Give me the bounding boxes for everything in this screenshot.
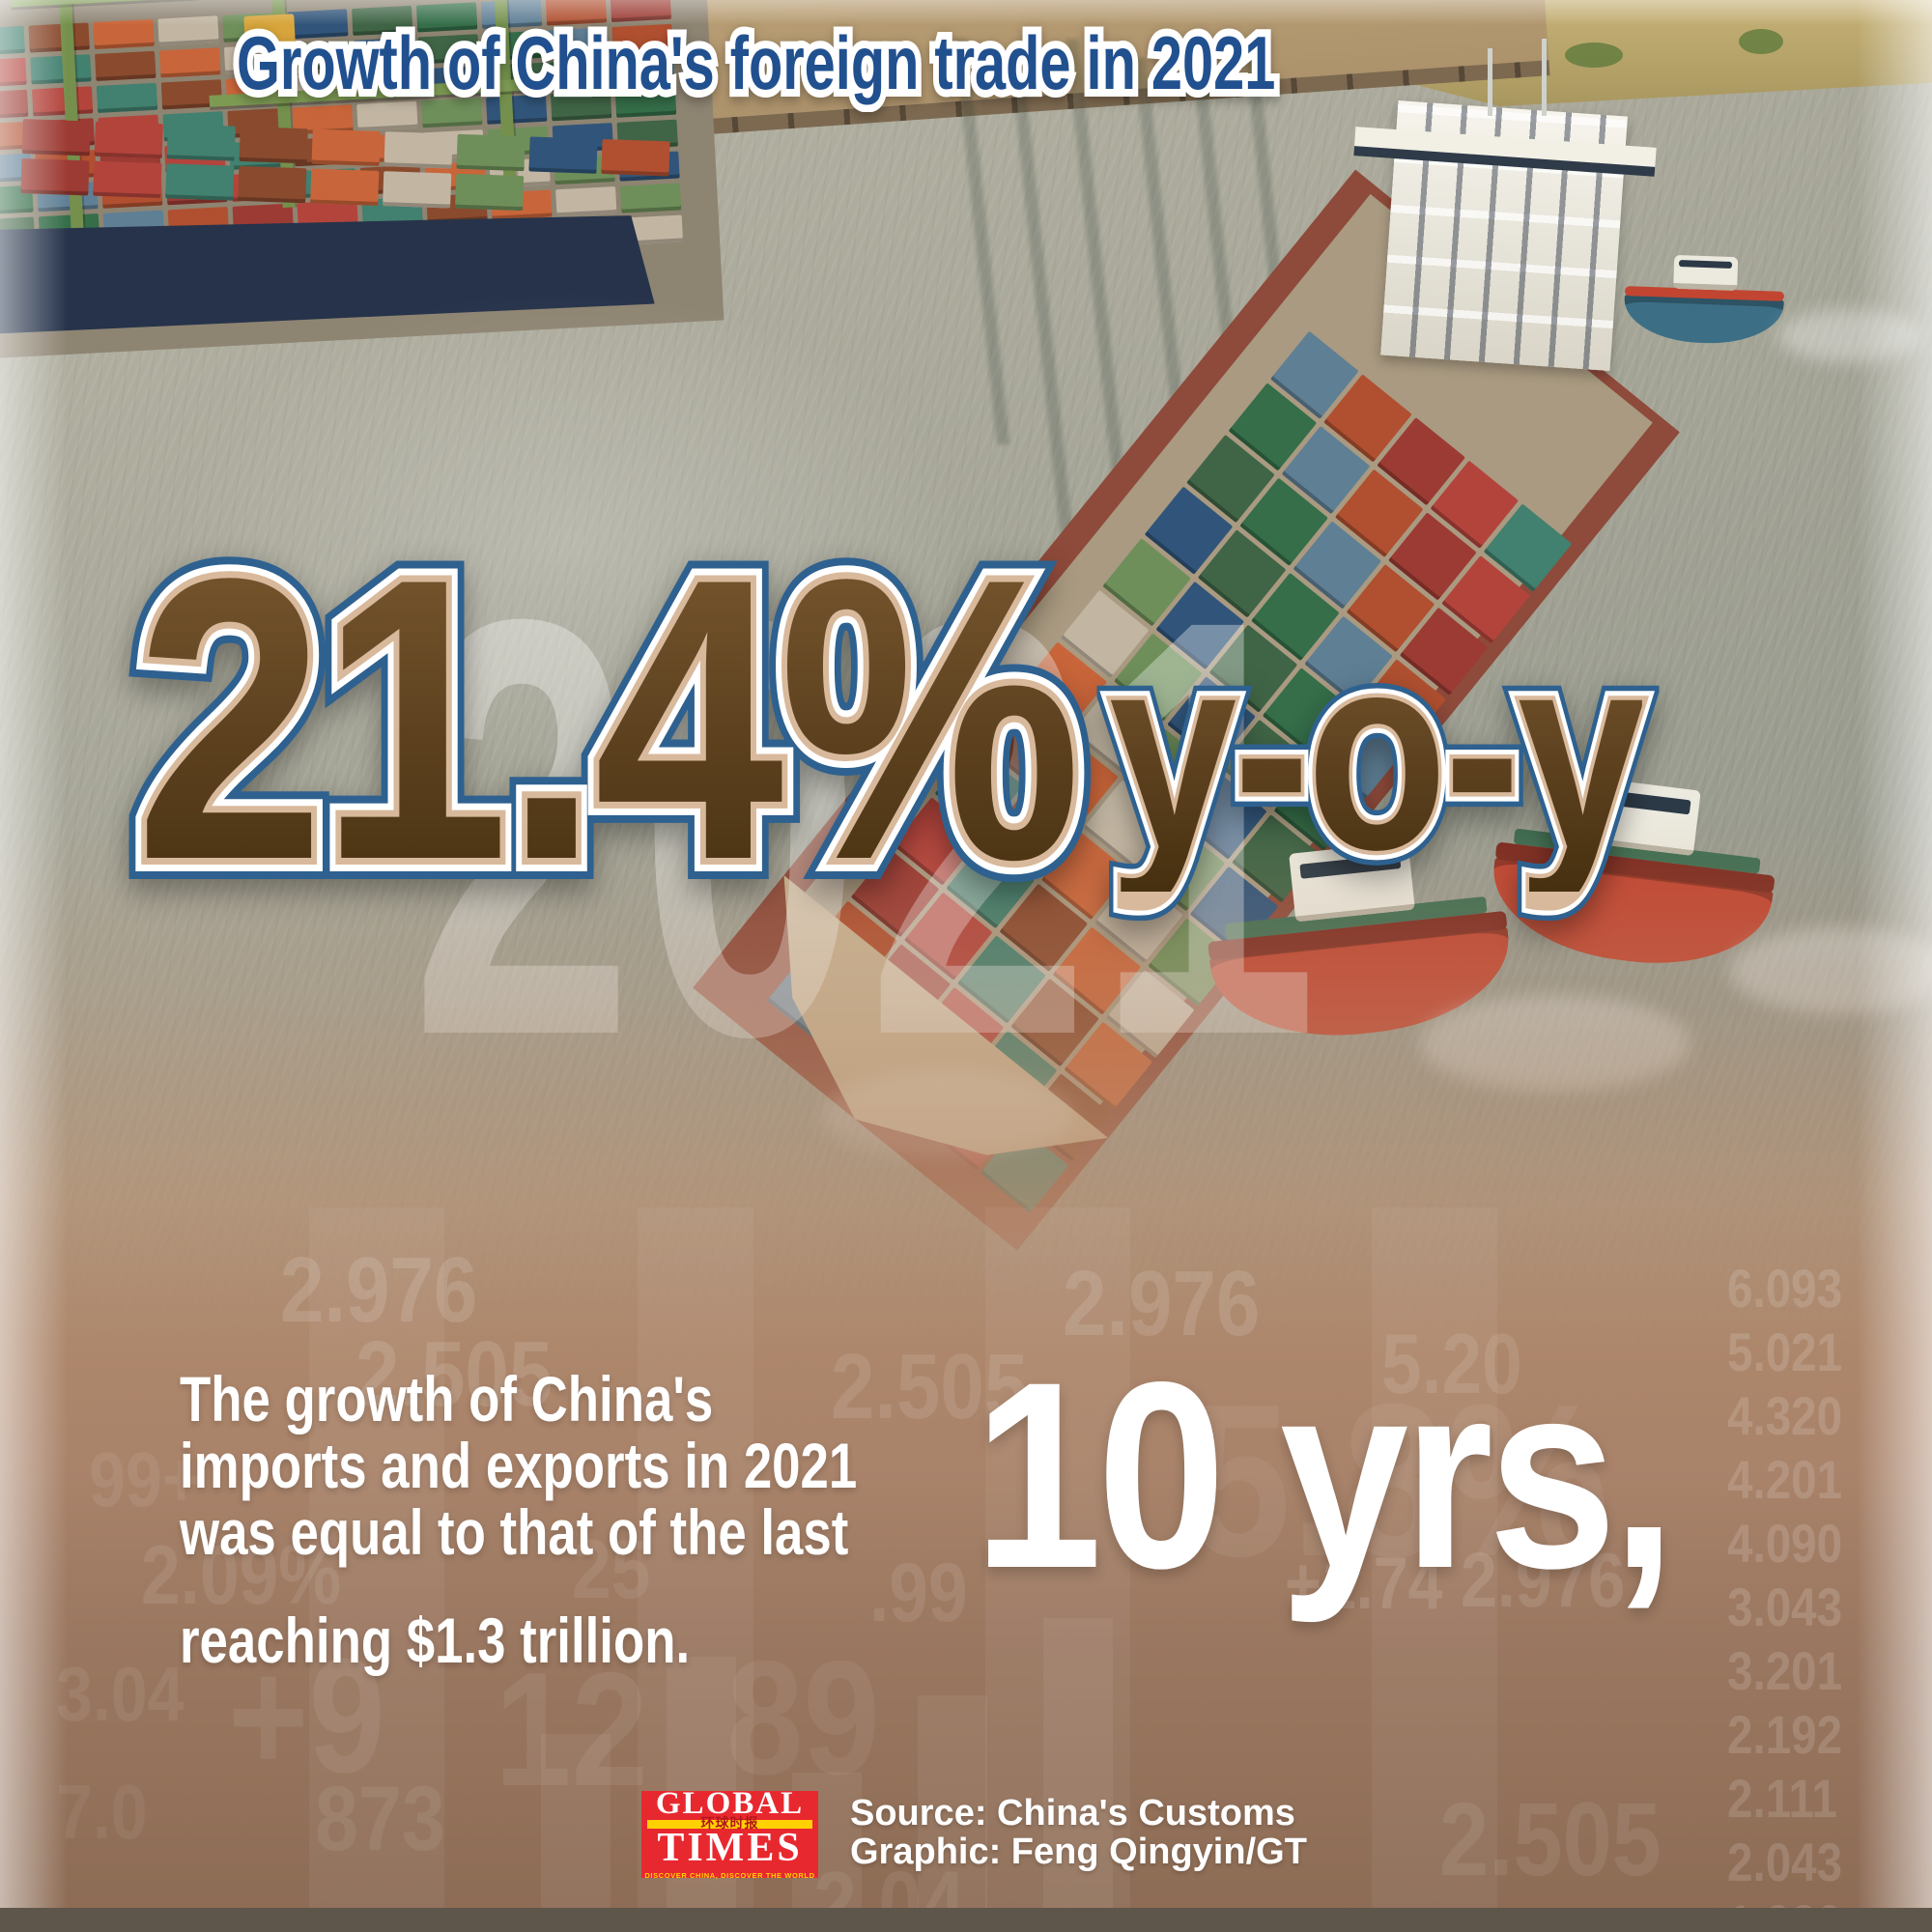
ghost-number: 2.976 <box>1461 1537 1626 1623</box>
ghost-number: 6.093 <box>1727 1258 1843 1319</box>
title-outline: Growth of China's foreign trade in 2021 <box>231 17 1281 108</box>
ghost-number: 4.320 <box>1727 1385 1843 1446</box>
body-line-1: The growth of China's <box>180 1363 714 1435</box>
left-edge-fade <box>0 0 68 1932</box>
logo-tagline: DISCOVER CHINA, DISCOVER THE WORLD <box>644 1871 815 1881</box>
body-line-2: imports and exports in 2021 <box>180 1429 858 1501</box>
ten-years-highlight: 10 yrs, <box>974 1327 1676 1624</box>
ghost-number: 2.976 <box>280 1238 478 1342</box>
ghost-number: 873 <box>315 1768 445 1870</box>
ghost-chart-bar <box>1043 1618 1113 1908</box>
credit-line: Graphic: Feng Qingyin/GT <box>850 1831 1307 1872</box>
ghost-chart-bar <box>918 1695 987 1908</box>
ghost-number: 2.043 <box>1727 1832 1843 1892</box>
body-line-4: reaching $1.3 trillion. <box>180 1605 691 1676</box>
logo-yellow-band: 环球时报 <box>647 1816 812 1832</box>
ghost-chart-bar <box>541 1734 611 1908</box>
headline-stroke-white: 21.4% <box>124 505 1094 933</box>
ghost-number: 3.04 <box>56 1651 185 1737</box>
ghost-number: +1.74 <box>1285 1543 1443 1625</box>
source-line: Source: China's Customs <box>850 1793 1295 1833</box>
headline-stroke-tan: 21.4% <box>129 512 1088 926</box>
ghost-number: +9 <box>228 1625 385 1806</box>
ghost-number: 4.201 <box>1727 1449 1843 1510</box>
ghost-number: 2.111 <box>1727 1768 1837 1829</box>
ghost-number: 2.505 <box>831 1335 1029 1438</box>
source-credit-block: Source: China's Customs Graphic: Feng Qi… <box>850 1793 1307 1872</box>
ghost-number: 99+ <box>89 1436 201 1522</box>
ghost-number: 5.8% <box>1188 1358 1609 1602</box>
yoy-stroke-blue: y-o-y <box>1097 597 1658 906</box>
ghost-number: 3.201 <box>1727 1640 1843 1701</box>
ghost-number: 7.0 <box>56 1769 148 1855</box>
ghost-number: 4.090 <box>1727 1513 1843 1574</box>
ghost-number: 5.021 <box>1727 1321 1843 1382</box>
ghost-number: 2.09% <box>141 1529 342 1622</box>
body-paragraph: The growth of China's imports and export… <box>180 1366 857 1566</box>
right-edge-fade <box>1857 0 1932 1932</box>
logo-word-times: TIMES <box>657 1826 803 1871</box>
light-column <box>985 1208 1130 1908</box>
ghost-number: 25 <box>572 1523 651 1616</box>
ghost-number: .99 <box>869 1547 968 1639</box>
ghost-number: 89 <box>726 1627 880 1808</box>
light-column <box>309 1208 444 1908</box>
ghost-number: 12 <box>495 1638 648 1820</box>
logo-chinese-characters: 环球时报 <box>700 1816 759 1832</box>
body-line-3: was equal to that of the last <box>180 1495 849 1568</box>
light-column <box>1372 1208 1497 1908</box>
title-text: Growth of China's foreign trade in 2021 <box>237 20 1276 105</box>
bottom-bar <box>0 1908 1932 1932</box>
ghost-number: 5.20 <box>1381 1316 1522 1411</box>
ghost-number: 2.192 <box>1727 1704 1843 1765</box>
top-edge-fade <box>0 0 1932 25</box>
headline-stroke-blue: 21.4% <box>117 497 1099 941</box>
global-times-logo: GLOBAL 环球时报 TIMES DISCOVER CHINA, DISCOV… <box>641 1785 818 1881</box>
logo-word-global: GLOBAL <box>655 1785 805 1821</box>
yoy-stroke-white: y-o-y <box>1101 603 1653 901</box>
yoy-stroke-tan: y-o-y <box>1105 608 1648 896</box>
ghost-number: 3.043 <box>1727 1577 1843 1637</box>
ghost-number: 2.505 <box>355 1322 554 1426</box>
headline-text: 21.4% <box>135 495 1082 943</box>
ghost-number: 2.505 <box>1439 1780 1662 1897</box>
yoy-text: y-o-y <box>1109 595 1645 908</box>
ghost-number: 2.976 <box>1063 1252 1261 1355</box>
